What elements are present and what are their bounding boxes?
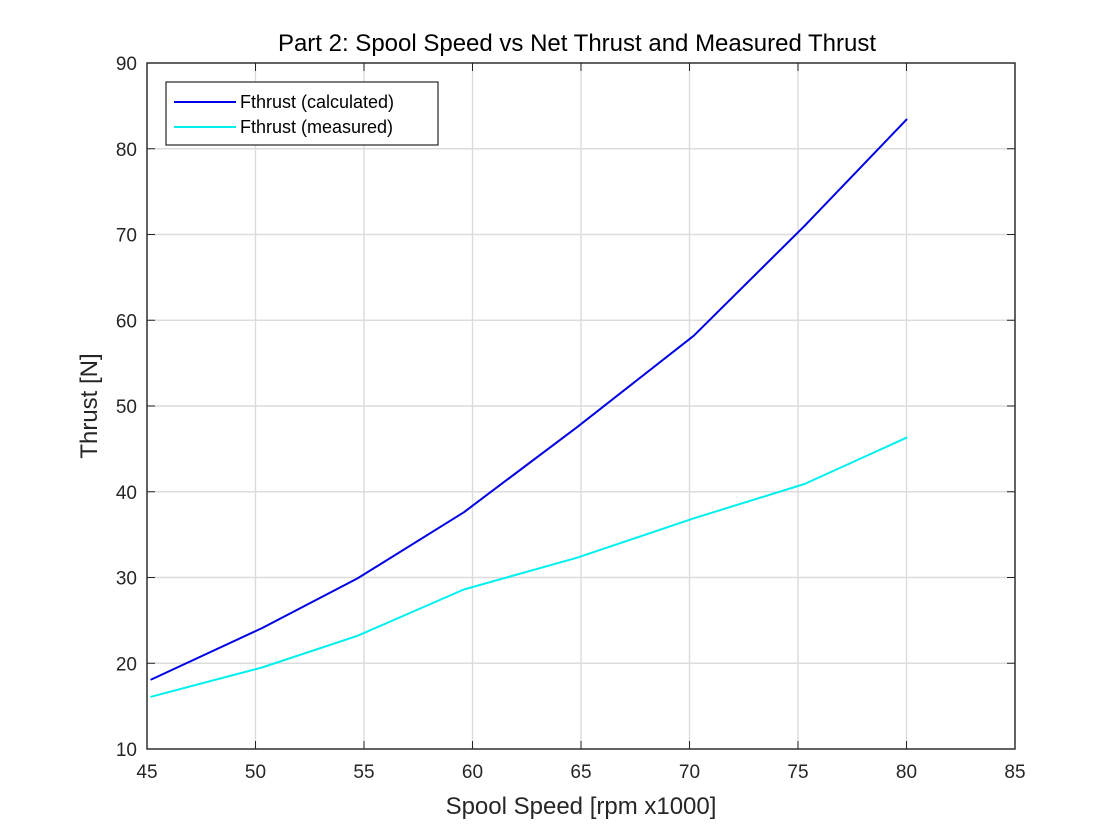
x-tick-label: 80 — [896, 762, 917, 783]
axis-ticks — [146, 62, 1016, 750]
legend-label-measured: Fthrust (measured) — [240, 117, 393, 137]
legend-label-calculated: Fthrust (calculated) — [240, 92, 394, 112]
x-tick-label: 65 — [570, 762, 591, 783]
x-tick-label: 85 — [1004, 762, 1025, 783]
chart-title: Part 2: Spool Speed vs Net Thrust and Me… — [278, 30, 876, 57]
x-tick-label: 50 — [245, 762, 266, 783]
series-line-calculated — [150, 118, 908, 681]
x-axis-label: Spool Speed [rpm x1000] — [446, 793, 717, 820]
y-tick-label: 60 — [116, 311, 137, 332]
y-tick-label: 20 — [116, 654, 137, 675]
y-tick-label: 30 — [116, 569, 137, 590]
series-lines — [150, 118, 908, 698]
y-tick-label: 90 — [116, 54, 137, 75]
series-line-measured — [150, 436, 908, 698]
x-tick-label: 45 — [136, 762, 157, 783]
y-tick-label: 40 — [116, 483, 137, 504]
y-tick-label: 10 — [116, 740, 137, 761]
legend: Fthrust (calculated) Fthrust (measured) — [165, 81, 439, 146]
legend-box — [165, 81, 439, 146]
x-tick-labels: 45 50 55 60 65 70 75 80 85 — [136, 762, 1025, 783]
y-tick-label: 50 — [116, 397, 137, 418]
x-tick-label: 70 — [679, 762, 700, 783]
x-tick-label: 55 — [353, 762, 374, 783]
y-tick-labels: 10 20 30 40 50 60 70 80 90 — [116, 54, 137, 761]
y-tick-label: 80 — [116, 140, 137, 161]
x-tick-label: 60 — [462, 762, 483, 783]
y-tick-label: 70 — [116, 226, 137, 247]
x-tick-label: 75 — [787, 762, 808, 783]
y-axis-label: Thrust [N] — [76, 353, 103, 458]
